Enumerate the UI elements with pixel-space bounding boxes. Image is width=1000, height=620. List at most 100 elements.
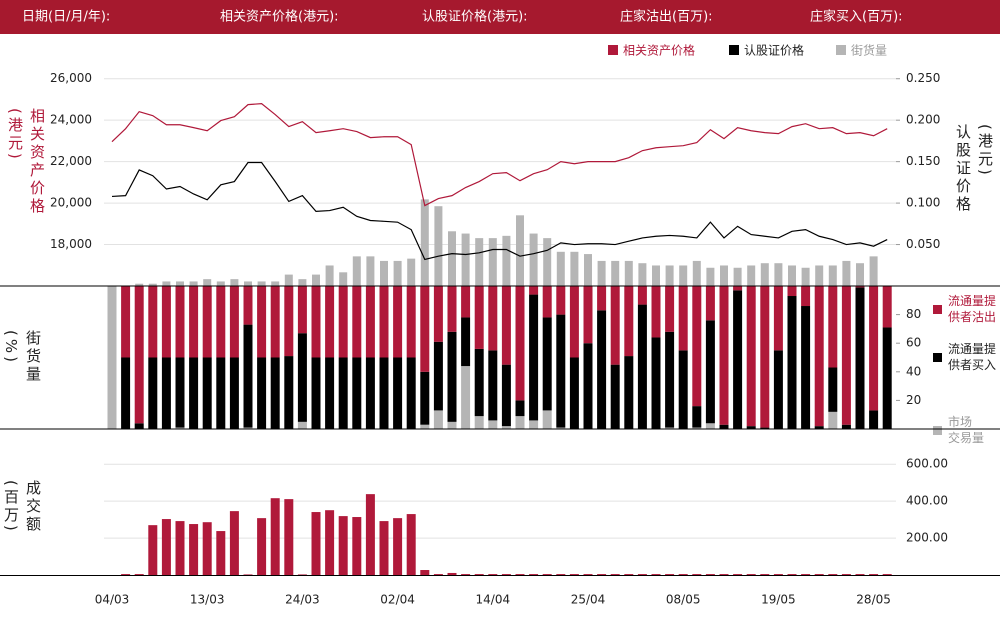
volume-bar <box>488 238 497 286</box>
bar <box>882 574 892 575</box>
bar <box>814 574 824 575</box>
stack-bar <box>107 286 117 429</box>
stack-bar <box>461 286 471 318</box>
price-line <box>111 102 888 207</box>
bar <box>447 572 457 575</box>
y-axis-title: 成交额(百万) <box>2 480 42 534</box>
stack-bar <box>243 286 253 325</box>
bar <box>461 574 471 575</box>
volume-bar <box>692 260 701 286</box>
bar <box>610 574 620 575</box>
stack-bar <box>542 410 552 429</box>
volume-bar <box>203 279 212 286</box>
tick-label: 24,000 <box>50 113 92 127</box>
stack-bar <box>719 424 729 429</box>
bar <box>325 510 335 575</box>
header-label: 庄家沽出(百万): <box>620 9 713 25</box>
stack-bar <box>420 424 430 429</box>
bar <box>229 511 239 575</box>
volume-bar <box>828 265 837 286</box>
volume-bar <box>801 267 810 286</box>
stack-bar <box>665 286 675 332</box>
stack-bar <box>692 286 702 407</box>
stack-bar <box>760 427 770 429</box>
stack-bar <box>801 306 811 429</box>
stack-bar <box>841 424 851 429</box>
bar <box>719 574 729 575</box>
bar <box>515 574 525 575</box>
stack-bar <box>257 357 267 429</box>
stack-bar <box>420 371 430 425</box>
stack-bar <box>338 357 348 429</box>
volume-bar <box>352 256 361 286</box>
header-bar <box>0 0 1000 34</box>
bar <box>393 518 403 575</box>
stack-bar <box>882 286 892 328</box>
stack-bar <box>216 286 226 358</box>
stack-bar <box>202 286 212 358</box>
stack-bar <box>352 286 362 358</box>
x-tick-label: 14/04 <box>476 593 511 607</box>
stack-bar <box>365 357 375 429</box>
stack-bar <box>121 357 131 429</box>
legend-label: 相关资产价格 <box>623 43 695 58</box>
stack-bar <box>705 423 715 429</box>
stack-bar <box>406 286 416 358</box>
bar <box>637 574 647 575</box>
bar <box>270 498 280 575</box>
volume-bar <box>339 272 348 286</box>
stack-bar <box>678 286 688 351</box>
x-tick-label: 25/04 <box>571 593 606 607</box>
tick-label: 22,000 <box>50 154 92 168</box>
stack-bar <box>637 286 647 305</box>
stack-bar <box>787 296 797 429</box>
tick-label: 18,000 <box>50 237 92 251</box>
volume-bar <box>244 281 252 286</box>
bar <box>433 574 443 575</box>
y-axis-title: 相关资产价格(港元) <box>6 108 46 216</box>
bar <box>121 574 131 575</box>
stack-bar <box>297 333 307 422</box>
volume-bar <box>407 258 416 286</box>
volume-bar <box>720 265 728 286</box>
volume-bar <box>611 260 620 286</box>
stack-bar <box>529 294 539 421</box>
tick-label: 20 <box>906 393 921 407</box>
x-tick-label: 08/05 <box>666 593 701 607</box>
bar <box>542 574 552 575</box>
stack-bar <box>461 366 471 429</box>
stack-bar <box>488 350 498 421</box>
volume-bar <box>774 263 783 286</box>
stack-bar <box>746 286 756 427</box>
bar <box>773 574 783 575</box>
stack-bar <box>474 286 484 349</box>
volume-bar <box>842 260 851 286</box>
volume-bar <box>815 265 824 286</box>
legend-label: 流通量提 供者买入 <box>948 342 997 372</box>
bar <box>243 574 253 575</box>
stack-bar <box>175 427 185 429</box>
volume-bar <box>216 281 225 286</box>
legend-swatch <box>933 305 942 314</box>
stack-bar <box>556 286 566 315</box>
legend-swatch <box>933 353 942 362</box>
bar <box>352 517 362 575</box>
tick-label: 600.00 <box>906 457 948 471</box>
stack-bar <box>461 317 471 367</box>
stack-bar <box>501 286 511 365</box>
header-label: 相关资产价格(港元): <box>220 9 339 25</box>
volume-bar <box>189 281 198 286</box>
volume-bar <box>556 251 565 286</box>
bar <box>597 574 607 575</box>
volume-bar <box>502 235 511 286</box>
stack-bar <box>501 426 511 429</box>
bar <box>556 574 566 575</box>
stack-bar <box>134 423 144 429</box>
stack-bar <box>705 286 715 321</box>
legend-label: 市场 交易量 <box>948 415 985 445</box>
legend-label: 街货量 <box>851 43 887 58</box>
bar <box>692 574 702 575</box>
volume-bar <box>584 254 592 286</box>
stack-bar <box>556 314 566 428</box>
